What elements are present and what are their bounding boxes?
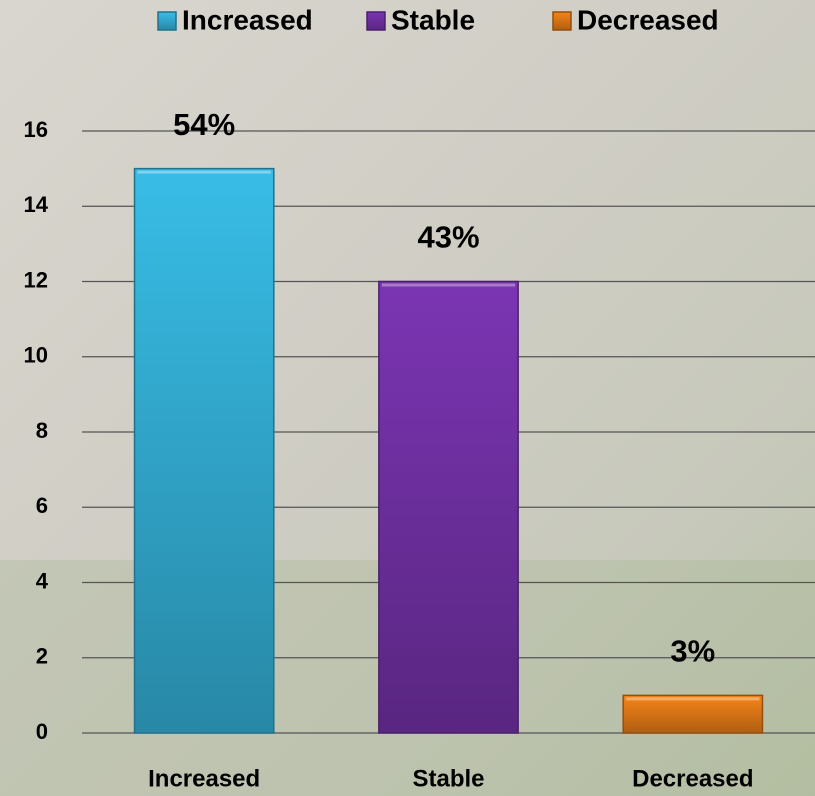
y-tick-label: 16 xyxy=(24,117,48,142)
annotation: 3% xyxy=(670,634,715,669)
bar xyxy=(622,694,764,734)
legend-swatch xyxy=(552,11,572,31)
legend-label: Stable xyxy=(391,4,475,35)
y-tick-label: 14 xyxy=(24,192,49,217)
bar-highlight xyxy=(381,283,516,287)
y-tick-label: 10 xyxy=(24,343,48,368)
y-tick-label: 8 xyxy=(36,418,48,443)
x-tick-label: Stable xyxy=(412,765,484,792)
x-tick-label: Decreased xyxy=(632,765,753,792)
y-tick-label: 2 xyxy=(36,644,48,669)
annotation: 54% xyxy=(173,107,235,142)
legend-label: Decreased xyxy=(577,4,719,35)
y-tick-label: 0 xyxy=(36,719,48,744)
x-tick-label: Increased xyxy=(148,765,260,792)
y-tick-label: 12 xyxy=(24,267,48,292)
y-tick-label: 4 xyxy=(36,568,49,593)
bar xyxy=(133,167,275,734)
legend-swatch xyxy=(366,11,386,31)
bar-highlight xyxy=(626,697,760,701)
legend-label: Increased xyxy=(182,4,313,35)
bar-highlight xyxy=(137,170,271,174)
y-tick-label: 6 xyxy=(36,493,48,518)
annotation: 43% xyxy=(417,220,479,255)
bar xyxy=(378,280,519,734)
legend-swatch xyxy=(157,11,177,31)
